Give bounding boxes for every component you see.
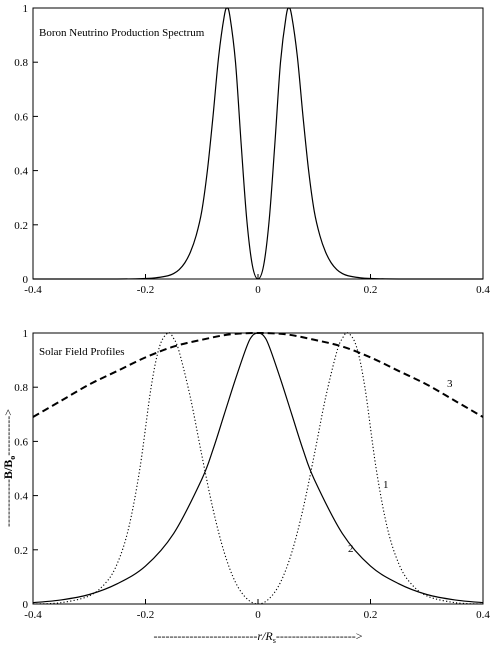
x-axis-arrow-left: --------------------------: [153, 629, 257, 643]
curve-label-1: 1: [383, 479, 389, 491]
bottom-series-line-3: [32, 331, 484, 418]
bottom-series-line-2: [32, 332, 484, 604]
top-y-tick-label: 0.8: [14, 57, 28, 69]
bottom-chart-panel: -0.4 -0.2 0 0.2 0.4 0 0.2 0.4 0.6 0.8 1 Solar Fiel…: [1, 328, 490, 645]
y-axis-label: B/B: [1, 460, 15, 479]
bottom-x-tick-label: 0.2: [364, 609, 378, 621]
top-chart-panel: -0.4 -0.2 0 0.2 0.4 0 0.2 0.4 0.6 0.8 1 Boron Neut…: [14, 3, 490, 296]
y-axis-arrow-right: ---------->: [1, 409, 15, 456]
bottom-y-tick-label: 0.2: [14, 545, 28, 557]
bottom-plot-frame: [32, 332, 484, 605]
x-axis-arrow-right: -------------------->: [276, 629, 363, 643]
y-axis-arrow-left: ------------: [1, 479, 15, 527]
top-x-tick-label: 0.4: [476, 284, 490, 296]
top-x-tick-label: 0: [255, 284, 261, 296]
x-axis-label: r/R: [257, 629, 273, 643]
curve-label-2: 2: [348, 543, 354, 555]
bottom-chart-annotation: Solar Field Profiles: [39, 346, 125, 358]
bottom-y-tick-label: 0.4: [14, 491, 28, 503]
top-y-tick-label: 1: [23, 3, 29, 15]
top-chart-annotation: Boron Neutrino Production Spectrum: [39, 27, 205, 39]
top-x-tick-label: -0.2: [137, 284, 154, 296]
bottom-series-group: [32, 331, 484, 605]
top-y-tick-label: 0.6: [14, 111, 28, 123]
top-series-line-1: [32, 7, 484, 280]
top-x-tick-label: 0.2: [364, 284, 378, 296]
bottom-x-tick-label: -0.2: [137, 609, 154, 621]
x-axis-label-sub: s: [273, 636, 276, 645]
top-y-tick-label: 0: [23, 274, 29, 286]
bottom-x-tick-label: 0: [255, 609, 261, 621]
curve-label-3: 3: [447, 378, 453, 390]
top-plot-frame: [32, 7, 484, 280]
bottom-y-tick-label: 0.6: [14, 436, 28, 448]
bottom-y-tick-label: 0.8: [14, 382, 28, 394]
bottom-axis-ticks: -0.4 -0.2 0 0.2 0.4 0 0.2 0.4 0.6 0.8 1: [14, 328, 490, 621]
bottom-x-tick-label: 0.4: [476, 609, 490, 621]
top-y-tick-label: 0.4: [14, 166, 28, 178]
x-axis-title: --------------------------r/Rs----------…: [153, 629, 362, 645]
y-axis-title: ------------B/Bo---------->: [1, 409, 17, 527]
bottom-y-tick-label: 1: [23, 328, 29, 340]
top-series-group: [32, 7, 484, 280]
top-x-tick-label: -0.4: [24, 284, 42, 296]
bottom-series-line-1: [32, 332, 484, 605]
y-axis-label-sub: o: [8, 456, 17, 460]
top-y-tick-label: 0.2: [14, 220, 28, 232]
bottom-y-tick-label: 0: [23, 599, 29, 611]
top-axis-ticks: -0.4 -0.2 0 0.2 0.4 0 0.2 0.4 0.6 0.8 1: [14, 3, 490, 296]
bottom-x-tick-label: -0.4: [24, 609, 42, 621]
